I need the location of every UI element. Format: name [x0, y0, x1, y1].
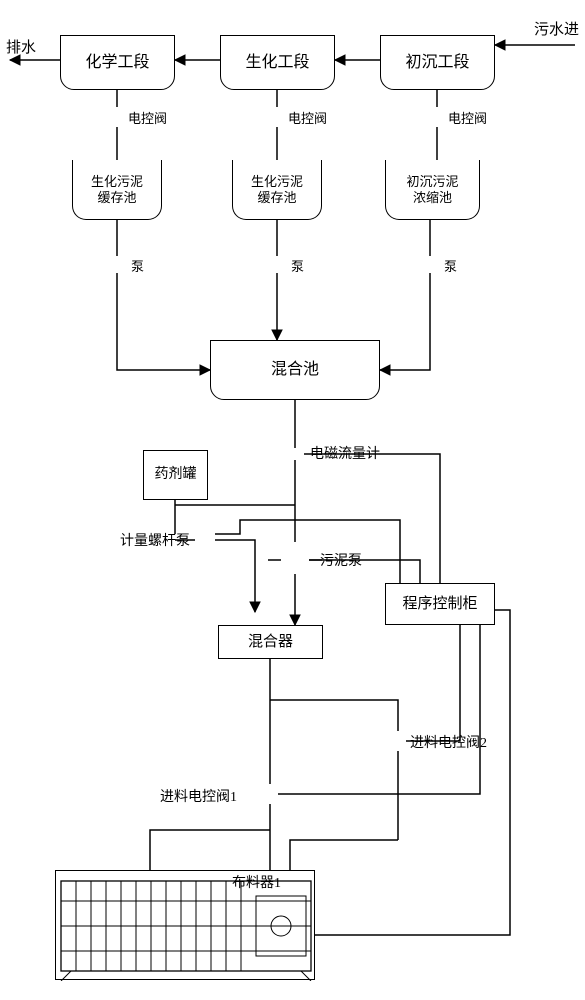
tank-buffer-mid-l1: 生化污泥 — [251, 174, 303, 190]
valve-top-mid-label: 电控阀 — [288, 108, 327, 127]
diagram-canvas: 污水进 排水 化学工段 生化工段 初沉工段 电控阀 电控阀 电控阀 生化污泥 缓… — [0, 0, 585, 1000]
tank-buffer-left-l2: 缓存池 — [97, 190, 136, 206]
mix-tank: 混合池 — [210, 340, 380, 400]
distributor-label: 布料器1 — [232, 872, 281, 892]
feed-valve-1-label: 进料电控阀1 — [160, 786, 237, 806]
pump-mid-label: 泵 — [291, 256, 304, 275]
inflow-label: 污水进 — [534, 18, 579, 39]
stage-primary-label: 初沉工段 — [405, 53, 469, 72]
stage-chemical-label: 化学工段 — [85, 53, 149, 72]
control-cabinet: 程序控制柜 — [385, 583, 495, 625]
tank-thicken-l1: 初沉污泥 — [406, 174, 458, 190]
tank-buffer-mid: 生化污泥 缓存池 — [232, 160, 322, 220]
stage-primary: 初沉工段 — [380, 35, 495, 90]
chem-tank: 药剂罐 — [143, 450, 208, 500]
valve-top-left-label: 电控阀 — [128, 108, 167, 127]
tank-thicken-right: 初沉污泥 浓缩池 — [385, 160, 480, 220]
chem-tank-label: 药剂罐 — [155, 467, 197, 484]
stage-biochemical: 生化工段 — [220, 35, 335, 90]
valve-top-right-label: 电控阀 — [448, 108, 487, 127]
mix-tank-label: 混合池 — [271, 360, 319, 379]
stage-chemical: 化学工段 — [60, 35, 175, 90]
pump-left-label: 泵 — [131, 256, 144, 275]
tank-buffer-mid-l2: 缓存池 — [257, 190, 296, 206]
control-cabinet-label: 程序控制柜 — [402, 595, 477, 613]
outflow-label: 排水 — [6, 36, 36, 57]
wires — [0, 0, 585, 1000]
flowmeter-label: 电磁流量计 — [310, 443, 380, 463]
mixer: 混合器 — [218, 625, 323, 659]
tank-buffer-left: 生化污泥 缓存池 — [72, 160, 162, 220]
tank-buffer-left-l1: 生化污泥 — [91, 174, 143, 190]
feed-valve-2-label: 进料电控阀2 — [410, 732, 487, 752]
sludge-pump-label: 污泥泵 — [320, 550, 362, 570]
stage-bio-label: 生化工段 — [245, 53, 309, 72]
tank-thicken-l2: 浓缩池 — [413, 190, 452, 206]
mixer-label: 混合器 — [248, 633, 293, 651]
dosing-pump-label: 计量螺杆泵 — [120, 530, 190, 550]
pump-right-label: 泵 — [444, 256, 457, 275]
